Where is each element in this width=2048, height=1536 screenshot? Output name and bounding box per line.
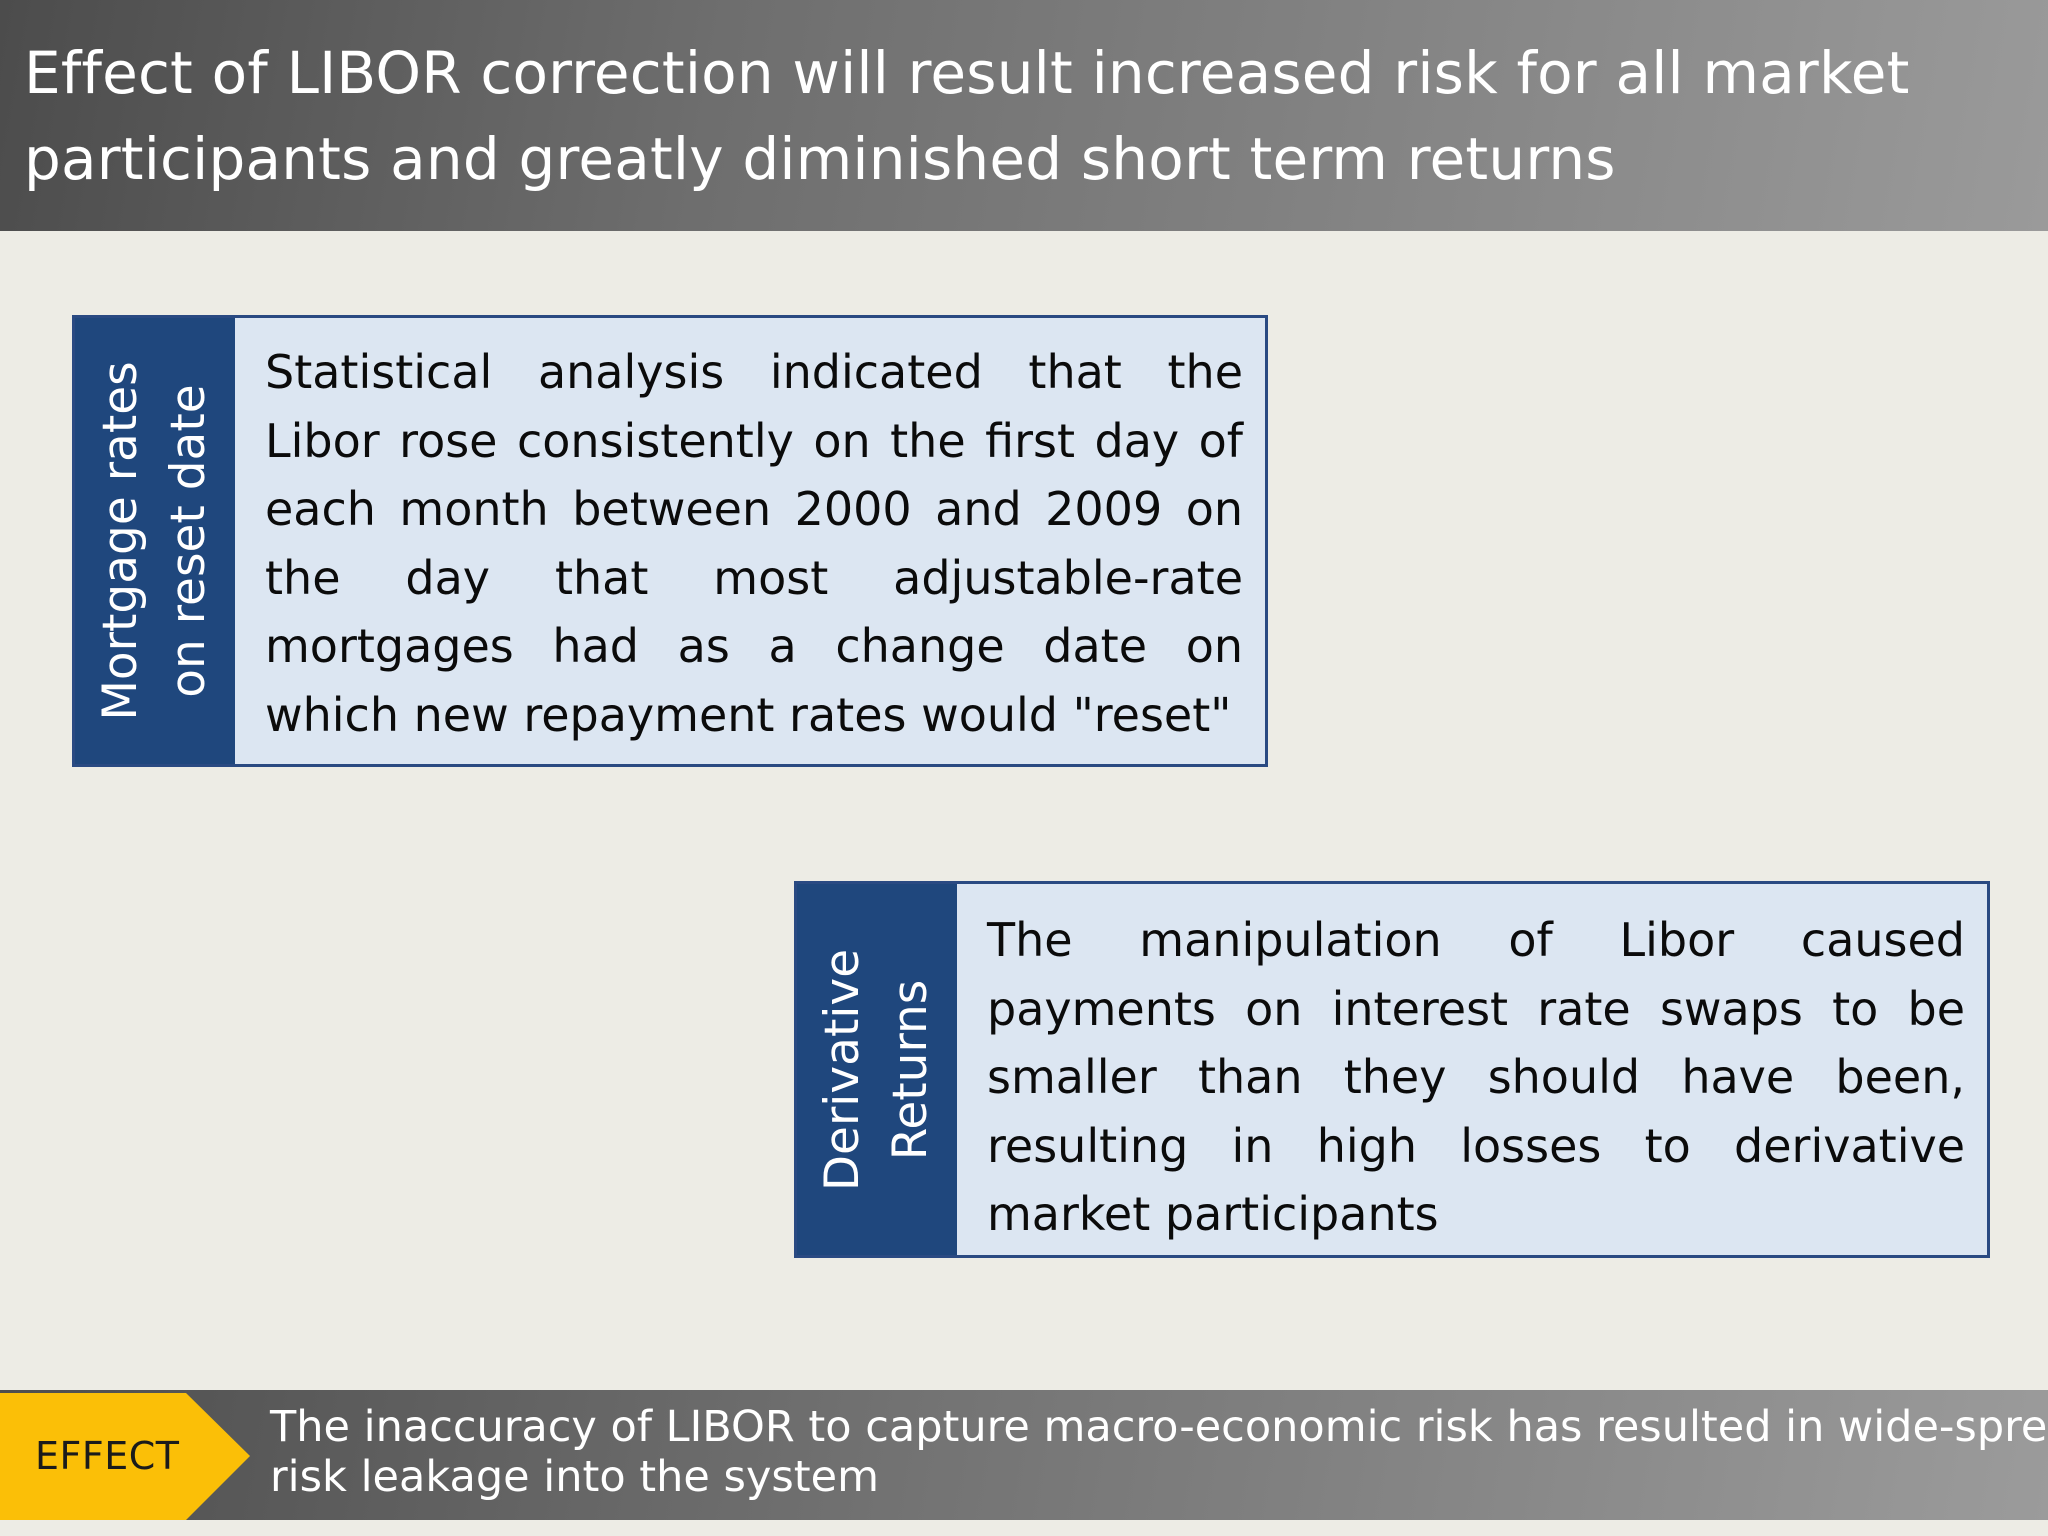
- slide-title-line-1: Effect of LIBOR correction will result i…: [24, 39, 1910, 107]
- card-label-line-1: Derivative: [815, 948, 870, 1191]
- slide-title: Effect of LIBOR correction will result i…: [24, 30, 2024, 202]
- mortgage-rates-card-label: Mortgage rates on reset date: [87, 361, 223, 720]
- effect-tag-label: EFFECT: [35, 1434, 180, 1478]
- derivative-returns-card-side: Derivative Returns: [797, 884, 957, 1255]
- footer-bar: [0, 1390, 2048, 1520]
- footer-statement-line-2: risk leakage into the system: [270, 1452, 879, 1502]
- mortgage-rates-card: Mortgage rates on reset date Statistical…: [72, 315, 1268, 767]
- mortgage-rates-card-body: Statistical analysis indicated that the …: [265, 345, 1243, 742]
- card-label-line-1: Mortgage rates: [93, 361, 148, 721]
- mortgage-rates-card-side: Mortgage rates on reset date: [75, 318, 235, 764]
- footer-statement: The inaccuracy of LIBOR to capture macro…: [270, 1402, 2048, 1502]
- card-label-line-2: on reset date: [161, 384, 216, 698]
- footer-statement-line-1: The inaccuracy of LIBOR to capture macro…: [270, 1402, 2048, 1452]
- derivative-returns-card-label: Derivative Returns: [809, 948, 945, 1190]
- derivative-returns-card-body: The manipulation of Libor caused payment…: [987, 913, 1965, 1241]
- slide-title-line-2: participants and greatly diminished shor…: [24, 125, 1616, 193]
- title-bar: Effect of LIBOR correction will result i…: [0, 0, 2048, 231]
- derivative-returns-card: Derivative Returns The manipulation of L…: [794, 881, 1990, 1258]
- card-label-line-2: Returns: [883, 979, 938, 1160]
